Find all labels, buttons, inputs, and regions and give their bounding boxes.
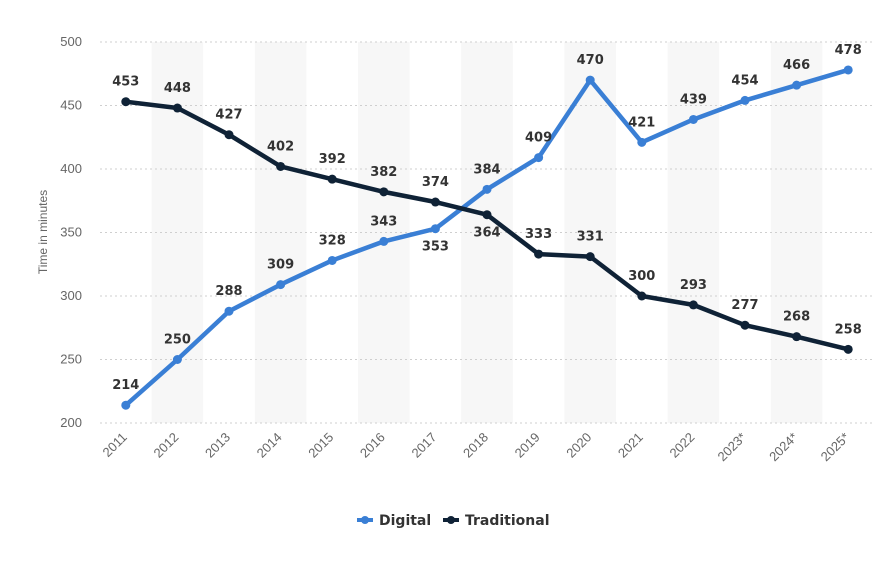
data-point-digital[interactable] [276, 280, 286, 290]
data-point-digital[interactable] [121, 400, 131, 410]
data-point-digital[interactable] [585, 75, 595, 85]
data-label-traditional: 448 [164, 81, 191, 96]
x-tick-label: 2025* [818, 430, 853, 465]
y-tick-label: 450 [60, 98, 82, 113]
legend[interactable]: Digital Traditional [357, 513, 550, 529]
data-point-digital[interactable] [327, 255, 337, 265]
y-tick-label: 350 [60, 225, 82, 240]
data-label-traditional: 402 [267, 139, 294, 154]
y-axis-ticks: 200 250 300 350 400 450 500 [60, 34, 82, 430]
legend-item-digital[interactable]: Digital [357, 513, 431, 529]
x-tick-label: 2022 [666, 430, 697, 461]
y-tick-label: 300 [60, 288, 82, 303]
data-point-traditional[interactable] [379, 187, 389, 197]
data-label-digital: 250 [164, 333, 191, 348]
data-label-traditional: 268 [783, 310, 810, 325]
data-label-traditional: 258 [835, 322, 862, 337]
data-point-digital[interactable] [482, 184, 492, 194]
data-label-digital: 454 [731, 73, 758, 88]
data-label-traditional: 374 [422, 175, 449, 190]
data-point-traditional[interactable] [843, 344, 853, 354]
data-labels: 214 250 288 309 328 343 353 384 409 470 421 439 454 4… [112, 43, 862, 393]
x-tick-label: 2012 [150, 430, 181, 461]
x-tick-label: 2016 [357, 430, 388, 461]
data-label-digital: 328 [319, 233, 346, 248]
data-label-digital: 309 [267, 258, 294, 273]
y-tick-label: 200 [60, 415, 82, 430]
data-label-digital: 353 [422, 240, 449, 255]
data-label-traditional: 427 [215, 108, 242, 123]
data-point-traditional[interactable] [792, 332, 802, 342]
data-label-digital: 409 [525, 131, 552, 146]
x-tick-label: 2011 [100, 430, 130, 460]
data-label-traditional: 277 [731, 298, 758, 313]
data-label-digital: 421 [628, 115, 655, 130]
data-point-digital[interactable] [224, 306, 234, 316]
data-label-traditional: 331 [577, 230, 604, 245]
legend-swatch-dot [361, 516, 369, 524]
data-label-traditional: 333 [525, 227, 552, 242]
data-point-traditional[interactable] [740, 320, 750, 330]
data-point-digital[interactable] [430, 224, 440, 234]
data-point-traditional[interactable] [637, 291, 647, 301]
data-label-traditional: 293 [680, 278, 707, 293]
legend-label: Traditional [465, 513, 550, 529]
data-label-traditional: 392 [319, 152, 346, 167]
data-point-traditional[interactable] [482, 210, 492, 220]
data-label-digital: 384 [473, 162, 500, 177]
y-tick-label: 500 [60, 34, 82, 49]
data-label-digital: 439 [680, 92, 707, 107]
data-point-traditional[interactable] [224, 130, 234, 140]
data-label-traditional: 300 [628, 269, 655, 284]
x-tick-label: 2015 [305, 430, 336, 461]
data-point-traditional[interactable] [276, 161, 286, 171]
data-point-digital[interactable] [379, 236, 389, 246]
x-tick-label: 2019 [512, 430, 543, 461]
data-label-digital: 214 [112, 378, 139, 393]
grid-lines [100, 41, 874, 424]
data-point-digital[interactable] [637, 137, 647, 147]
data-point-digital[interactable] [792, 80, 802, 90]
data-point-traditional[interactable] [688, 300, 698, 310]
x-tick-label: 2021 [615, 430, 646, 461]
data-point-traditional[interactable] [534, 249, 544, 259]
y-tick-label: 400 [60, 161, 82, 176]
legend-swatch-dot [447, 516, 455, 524]
x-tick-label: 2018 [460, 430, 491, 461]
x-tick-label: 2023* [714, 430, 749, 465]
y-axis-label: Time in minutes [36, 190, 50, 274]
data-label-traditional: 364 [473, 226, 500, 241]
x-tick-label: 2013 [202, 430, 233, 461]
legend-label: Digital [379, 513, 431, 529]
data-point-digital[interactable] [688, 114, 698, 124]
data-point-digital[interactable] [534, 153, 544, 163]
x-tick-label: 2024* [766, 430, 801, 465]
data-point-digital[interactable] [740, 95, 750, 105]
data-label-digital: 478 [835, 43, 862, 58]
data-point-traditional[interactable] [430, 197, 440, 207]
data-point-traditional[interactable] [172, 103, 182, 113]
data-label-digital: 466 [783, 58, 810, 73]
data-point-traditional[interactable] [327, 174, 337, 184]
x-tick-label: 2014 [254, 430, 285, 461]
x-tick-label: 2017 [408, 430, 439, 461]
data-point-traditional[interactable] [585, 252, 595, 262]
legend-item-traditional[interactable]: Traditional [443, 513, 550, 529]
series-lines [121, 65, 853, 410]
y-tick-label: 250 [60, 352, 82, 367]
x-tick-label: 2020 [563, 430, 594, 461]
data-point-digital[interactable] [843, 65, 853, 75]
data-label-digital: 470 [577, 53, 604, 68]
data-label-traditional: 382 [370, 165, 397, 180]
data-label-traditional: 453 [112, 75, 139, 90]
data-point-digital[interactable] [172, 355, 182, 364]
data-label-digital: 343 [370, 214, 397, 229]
data-point-traditional[interactable] [121, 97, 131, 107]
data-label-digital: 288 [215, 284, 242, 299]
x-axis-ticks: 2011 2012 2013 2014 2015 2016 2017 2018 2019 2020… [100, 430, 853, 465]
